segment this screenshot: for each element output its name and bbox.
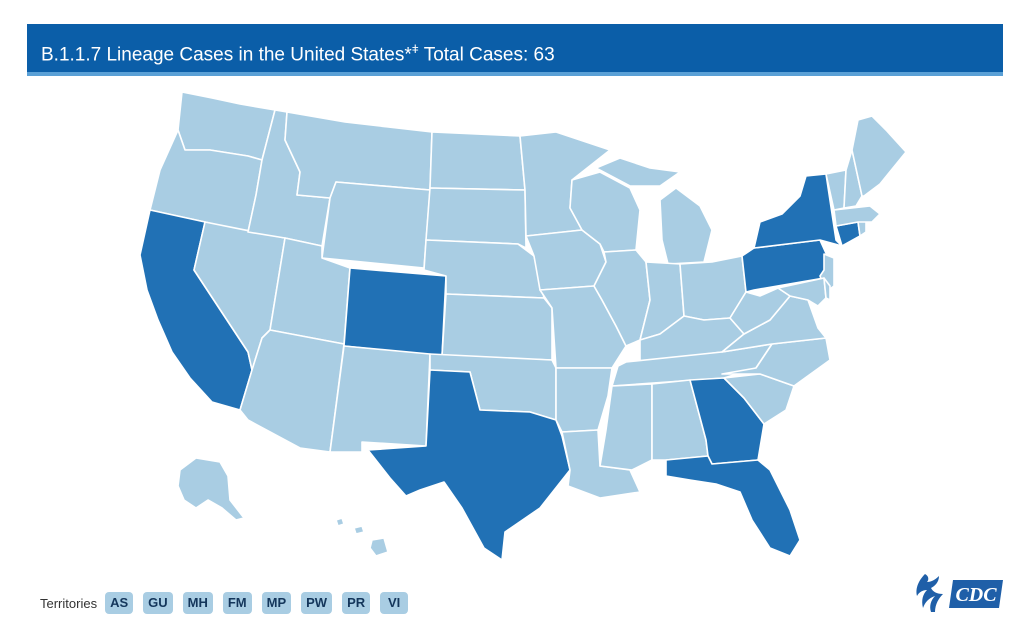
title-footnote-mark: ǂ <box>411 42 419 56</box>
territories-label: Territories <box>40 595 98 611</box>
territory-button-pw[interactable]: PW <box>301 592 333 614</box>
total-cases-label: Total Cases: 63 <box>423 44 555 66</box>
state-ND[interactable] <box>429 131 526 191</box>
territory-button-mh[interactable]: MH <box>182 592 213 614</box>
state-MA[interactable] <box>833 205 881 227</box>
state-NY[interactable] <box>753 173 843 249</box>
state-LA[interactable] <box>561 429 641 499</box>
territory-button-pr[interactable]: PR <box>342 592 371 614</box>
cdc-logo-text: CDC <box>955 584 997 606</box>
map-title-text: B.1.1.7 Lineage Cases in the United Stat… <box>41 44 412 66</box>
agency-logos: CDC <box>905 570 1005 616</box>
state-AR[interactable] <box>555 367 613 433</box>
territory-button-mp[interactable]: MP <box>261 592 292 614</box>
state-NC[interactable] <box>721 337 831 387</box>
state-NM[interactable] <box>329 345 431 453</box>
territories-bar: Territories AS GU MH FM MP PW PR VI <box>40 591 418 615</box>
territory-button-gu[interactable]: GU <box>143 592 173 614</box>
territory-button-as[interactable]: AS <box>105 592 134 614</box>
state-ME[interactable] <box>851 115 907 197</box>
state-IL[interactable] <box>593 249 651 347</box>
state-FL[interactable] <box>665 455 801 557</box>
state-HI[interactable] <box>335 517 389 557</box>
state-CO[interactable] <box>343 267 447 357</box>
state-NH[interactable] <box>843 149 863 209</box>
cdc-logo: CDC <box>949 580 1003 608</box>
hhs-eagle-logo <box>916 574 943 612</box>
map-header: B.1.1.7 Lineage Cases in the United Stat… <box>27 24 1003 76</box>
state-SD[interactable] <box>425 187 527 249</box>
state-MI[interactable] <box>595 157 713 265</box>
state-AK[interactable] <box>177 457 245 521</box>
state-KS[interactable] <box>441 293 553 361</box>
map-title: B.1.1.7 Lineage Cases in the United Stat… <box>41 24 555 72</box>
territory-button-fm[interactable]: FM <box>222 592 252 614</box>
state-WY[interactable] <box>321 181 431 269</box>
territory-button-vi[interactable]: VI <box>380 592 409 614</box>
state-TX[interactable] <box>367 369 571 561</box>
state-DE[interactable] <box>823 277 831 301</box>
us-map <box>139 91 907 561</box>
